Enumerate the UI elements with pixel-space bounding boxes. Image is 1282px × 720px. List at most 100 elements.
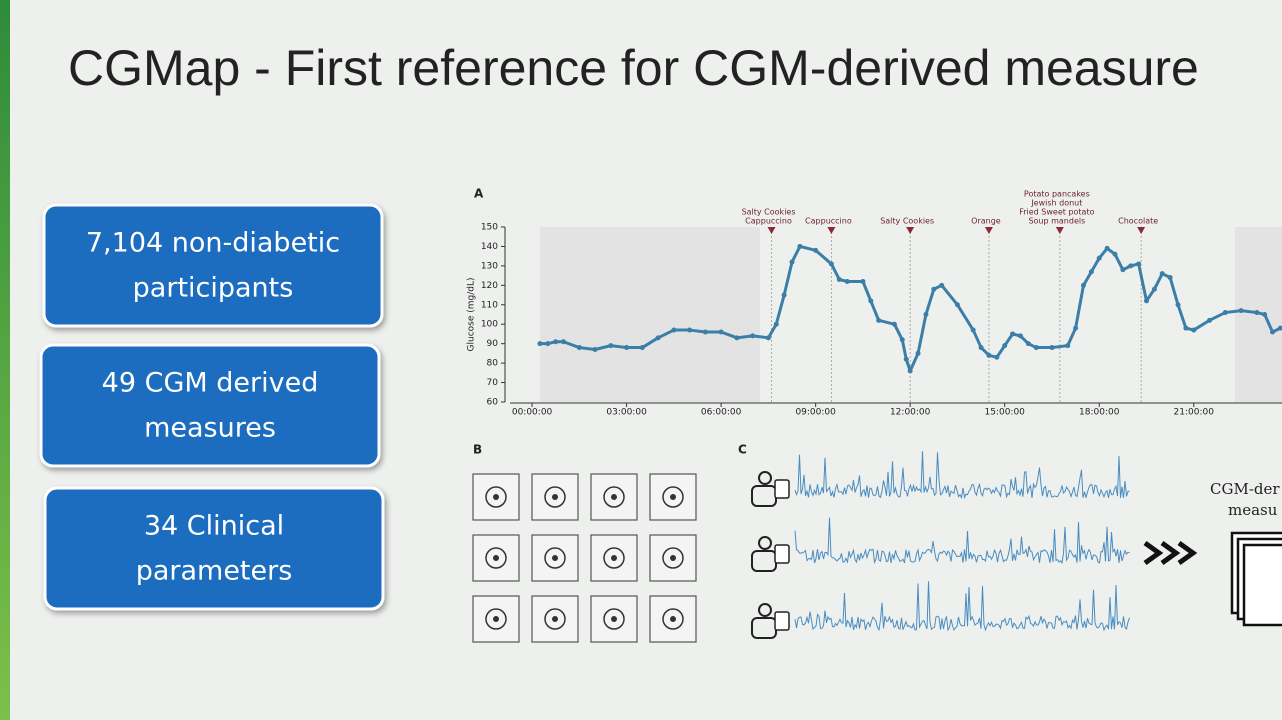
icon-glyph — [485, 608, 507, 630]
device-icon — [774, 611, 790, 631]
glucose-point — [915, 350, 921, 356]
glucose-point — [702, 329, 708, 335]
glucose-point — [903, 356, 909, 362]
icon-grid — [472, 473, 697, 643]
icon-glyph — [544, 486, 566, 508]
glucose-point — [931, 286, 937, 292]
glucose-point — [734, 335, 740, 341]
glucose-point — [1096, 255, 1102, 261]
glucose-point — [1128, 263, 1134, 269]
icon-glyph — [611, 555, 617, 561]
y-tick-label: 130 — [481, 261, 498, 271]
glucose-point — [1112, 251, 1118, 257]
icon-glyph — [662, 547, 684, 569]
event-label: Jewish donut — [1030, 199, 1082, 208]
event-marker — [827, 227, 836, 234]
x-tick-label: 06:00:00 — [701, 408, 742, 418]
glucose-point — [1049, 345, 1055, 351]
signal-trace — [794, 451, 1130, 500]
x-tick-label: 18:00:00 — [1079, 408, 1120, 418]
y-tick-label: 150 — [481, 223, 498, 233]
icon-glyph — [603, 547, 625, 569]
event-label: Orange — [971, 217, 1001, 226]
glucose-point — [1120, 267, 1126, 273]
glucose-point — [789, 259, 795, 265]
glucose-point — [1136, 261, 1142, 267]
glucose-point — [624, 345, 630, 351]
shaded-period — [540, 227, 760, 402]
icon-glyph — [485, 547, 507, 569]
y-tick-label: 120 — [481, 281, 498, 291]
glucose-point — [1183, 325, 1189, 331]
glucose-point — [1025, 341, 1031, 347]
glucose-point — [1073, 325, 1079, 331]
stat-text: measures — [144, 413, 276, 444]
icon-glyph — [544, 608, 566, 630]
accent-strip — [0, 0, 10, 720]
glucose-point — [1254, 310, 1260, 316]
glucose-point — [639, 345, 645, 351]
arrow-chevron — [1160, 540, 1181, 566]
glucose-point — [860, 278, 866, 284]
stat-text: participants — [133, 273, 294, 304]
icon-glyph — [662, 486, 684, 508]
event-marker — [1055, 227, 1064, 234]
document-icon — [1242, 543, 1282, 627]
stat-text: 49 CGM derived — [102, 368, 319, 399]
y-tick-label: 80 — [487, 359, 499, 369]
slide-title: CGMap - First reference for CGM-derived … — [68, 40, 1199, 96]
glucose-point — [836, 277, 842, 282]
x-tick-label: 09:00:00 — [795, 408, 836, 418]
glucose-point — [1207, 317, 1213, 323]
glucose-point — [797, 243, 803, 249]
glucose-point — [1080, 282, 1086, 288]
glucose-chart: 60 70 80 90 100 110 120 130 140 150 00:00:00 03:00:… — [467, 190, 1282, 418]
event-marker — [1137, 227, 1146, 234]
glucose-point — [1010, 331, 1016, 337]
icon-glyph — [493, 494, 499, 500]
person-icon — [751, 550, 777, 572]
glucose-point — [750, 333, 756, 339]
glucose-point — [1144, 298, 1150, 304]
signal-panel: CGM-der measu — [751, 451, 1282, 639]
icon-glyph — [670, 555, 676, 561]
stat-box — [42, 203, 384, 328]
panel-label: A — [474, 187, 484, 201]
event-marker — [984, 227, 993, 234]
glucose-point — [1277, 325, 1282, 331]
glucose-point — [1270, 329, 1276, 335]
glucose-point — [1191, 327, 1197, 333]
person-icon — [758, 603, 772, 617]
glucose-point — [986, 352, 992, 358]
icon-glyph — [611, 616, 617, 622]
glucose-point — [576, 345, 582, 351]
glucose-point — [813, 247, 819, 253]
glucose-point — [1262, 312, 1268, 317]
event-label: Cappuccino — [805, 217, 852, 226]
glucose-point — [608, 343, 614, 349]
icon-glyph — [493, 616, 499, 622]
person-icon — [758, 536, 772, 550]
event-label: Cappuccino — [745, 217, 792, 226]
glucose-point — [1002, 343, 1008, 349]
glucose-point — [1238, 308, 1244, 314]
signal-trace — [794, 581, 1130, 632]
y-tick-label: 100 — [481, 320, 498, 330]
glucose-point — [1151, 286, 1157, 292]
glucose-point — [765, 335, 771, 341]
icon-glyph — [670, 494, 676, 500]
icon-glyph — [493, 555, 499, 561]
y-tick-label: 90 — [487, 339, 499, 349]
icon-glyph — [485, 486, 507, 508]
event-marker — [906, 227, 915, 234]
glucose-point — [994, 354, 1000, 360]
glucose-point — [1167, 275, 1173, 281]
panel-label: C — [738, 443, 747, 457]
glucose-point — [1065, 343, 1071, 349]
device-icon — [774, 479, 790, 499]
x-tick-label: 12:00:00 — [890, 408, 931, 418]
glucose-point — [561, 339, 567, 345]
glucose-point — [773, 321, 779, 327]
icon-glyph — [603, 486, 625, 508]
arrow-chevron — [1177, 540, 1198, 566]
